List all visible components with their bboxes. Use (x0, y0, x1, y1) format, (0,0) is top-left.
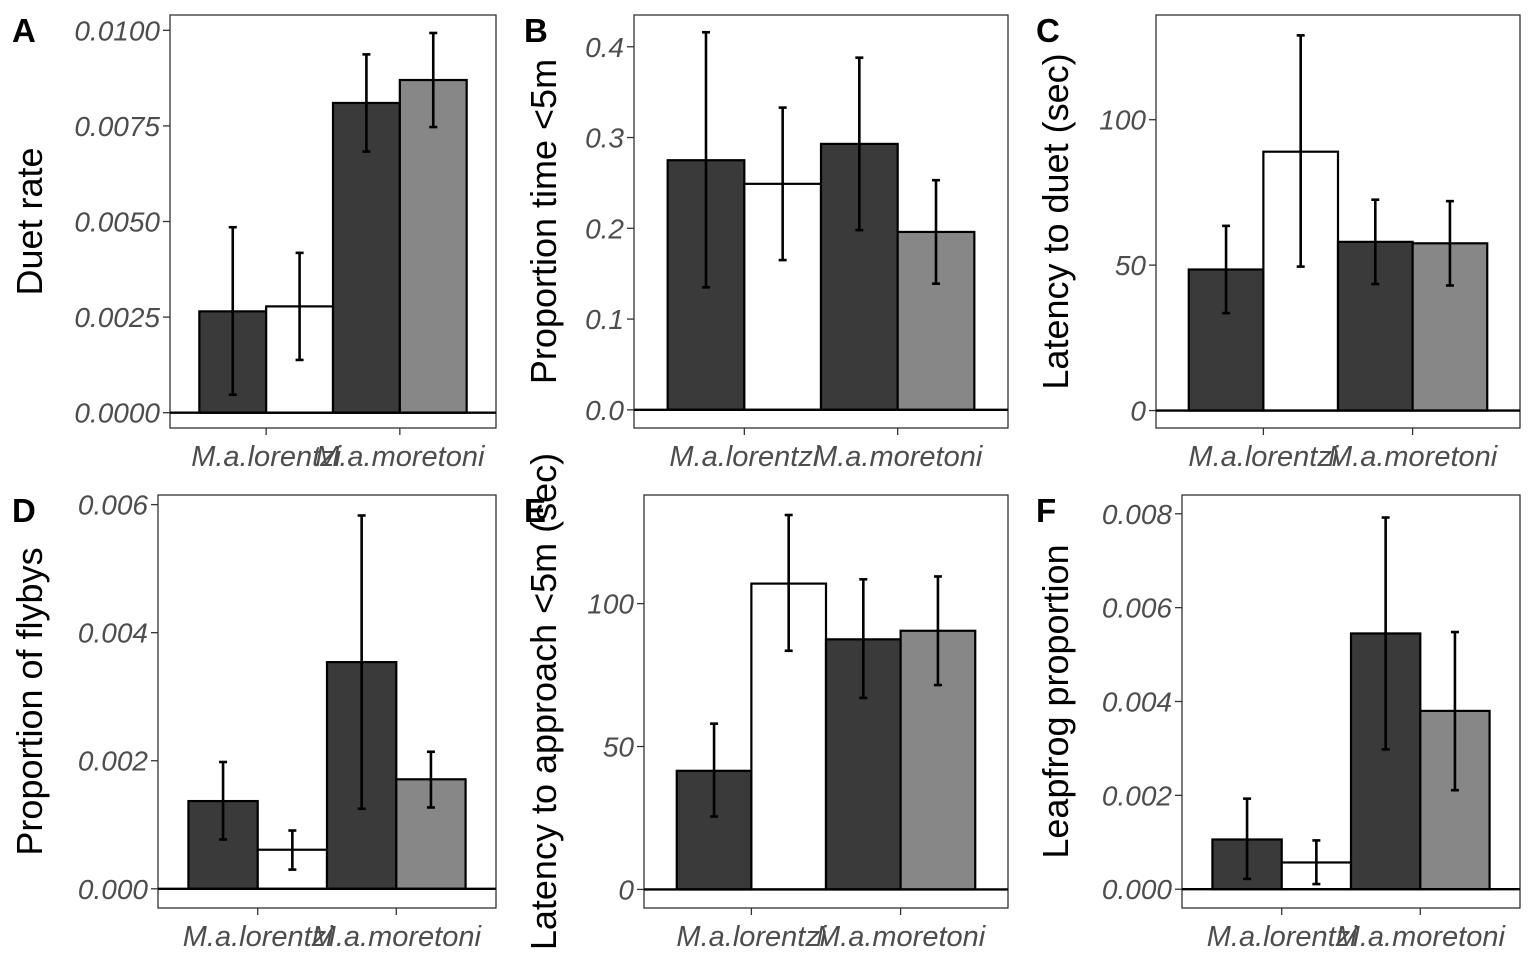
y-axis-title-e: Latency to approach <5m (sec) (523, 453, 564, 950)
y-tick-label-f: 0.000 (1102, 874, 1172, 905)
errorbar-e-3 (859, 578, 868, 700)
y-axis-title-d: Proportion of flybys (9, 547, 50, 855)
x-tick-label-d: M.a.lorentzi (183, 921, 334, 953)
panel-tag-b: B (524, 12, 548, 49)
y-tick-label-d: 0.004 (78, 618, 148, 649)
y-axis-title-f: Leapfrog proportion (1035, 544, 1076, 858)
errorbar-c-4 (1445, 199, 1454, 287)
y-tick-label-d: 0.002 (78, 746, 148, 777)
errorbar-e-1 (710, 722, 719, 818)
y-tick-label-a: 0.0100 (74, 15, 160, 46)
panel-f: 0.000 0.002 0.004 0.006 0.008 M.a.lorentziM.a… (1035, 492, 1521, 953)
y-axis-title-b: Proportion time <5m (523, 59, 564, 384)
y-tick-label-e: 100 (587, 589, 634, 620)
errorbar-f-4 (1450, 630, 1459, 792)
y-tick-label-b: 0.1 (585, 304, 624, 335)
bar-a-4 (398, 78, 468, 414)
errorbar-a-2 (295, 251, 304, 362)
errorbar-a-3 (362, 53, 371, 153)
y-tick-label-c: 50 (1115, 250, 1147, 281)
y-axis-title-c: Latency to duet (sec) (1035, 53, 1076, 389)
y-tick-label-a: 0.0075 (74, 111, 160, 142)
errorbar-f-2 (1312, 839, 1321, 886)
errorbar-f-1 (1243, 797, 1252, 881)
errorbar-f-3 (1381, 516, 1390, 751)
y-tick-label-f: 0.006 (1102, 593, 1172, 624)
y-tick-label-b: 0.0 (585, 395, 624, 426)
errorbar-a-4 (429, 31, 438, 129)
y-tick-label-f: 0.004 (1102, 687, 1172, 718)
y-tick-label-c: 0 (1130, 396, 1146, 427)
errorbar-b-3 (855, 56, 864, 232)
errorbar-a-1 (228, 225, 237, 397)
y-tick-label-b: 0.4 (585, 32, 624, 63)
panel-e-frame (643, 494, 1009, 909)
panel-a: 0.0000 0.0025 0.0050 0.0075 0.0100 M.a.lorent… (9, 12, 497, 473)
y-tick-label-f: 0.008 (1102, 499, 1172, 530)
errorbar-e-2 (784, 513, 793, 653)
y-axis-title-a: Duet rate (9, 147, 50, 295)
x-tick-label-d: M.a.moretoni (312, 921, 483, 953)
x-tick-label-c: M.a.moretoni (1328, 441, 1499, 473)
x-tick-label-e: M.a.lorentzi (676, 921, 827, 953)
errorbar-d-3 (357, 514, 366, 811)
x-tick-label-a: M.a.lorentzi (191, 441, 342, 473)
panel-c-frame (1155, 14, 1521, 429)
errorbar-c-3 (1371, 198, 1380, 286)
panel-d: 0.000 0.002 0.004 0.006 M.a.lorentziM.a.more… (9, 490, 497, 953)
x-tick-label-f: M.a.lorentzi (1207, 921, 1358, 953)
panel-tag-e: E (524, 492, 546, 529)
y-tick-label-e: 0 (618, 874, 634, 905)
y-tick-label-a: 0.0000 (74, 398, 160, 429)
y-tick-label-f: 0.002 (1102, 780, 1172, 811)
x-tick-label-e: M.a.moretoni (816, 921, 987, 953)
x-tick-label-f: M.a.moretoni (1336, 921, 1507, 953)
y-tick-label-b: 0.3 (585, 123, 624, 154)
panel-tag-c: C (1036, 12, 1060, 49)
x-tick-label-b: M.a.lorentzi (669, 441, 820, 473)
panel-tag-a: A (12, 12, 36, 49)
errorbar-c-2 (1296, 34, 1305, 268)
errorbar-b-1 (701, 30, 710, 289)
errorbar-c-1 (1222, 224, 1231, 315)
errorbar-d-1 (219, 760, 228, 841)
panel-d-frame (157, 494, 497, 909)
errorbar-b-2 (778, 106, 787, 262)
panel-tag-d: D (12, 492, 36, 529)
y-tick-label-a: 0.0025 (74, 302, 160, 333)
panel-b-frame (633, 14, 1009, 429)
y-tick-label-c: 100 (1099, 105, 1146, 136)
errorbar-e-4 (933, 575, 942, 687)
y-tick-label-d: 0.006 (78, 490, 148, 521)
errorbar-d-4 (426, 750, 435, 809)
x-tick-label-a: M.a.moretoni (315, 441, 486, 473)
errorbar-d-2 (288, 829, 297, 871)
x-tick-label-c: M.a.lorentzi (1188, 441, 1339, 473)
x-tick-label-b: M.a.moretoni (813, 441, 984, 473)
errorbar-b-4 (932, 178, 941, 285)
y-tick-label-b: 0.2 (585, 213, 624, 244)
y-tick-label-e: 50 (603, 732, 635, 763)
y-tick-label-d: 0.000 (78, 874, 148, 905)
y-tick-label-a: 0.0050 (74, 207, 160, 238)
panel-tag-f: F (1036, 492, 1056, 529)
